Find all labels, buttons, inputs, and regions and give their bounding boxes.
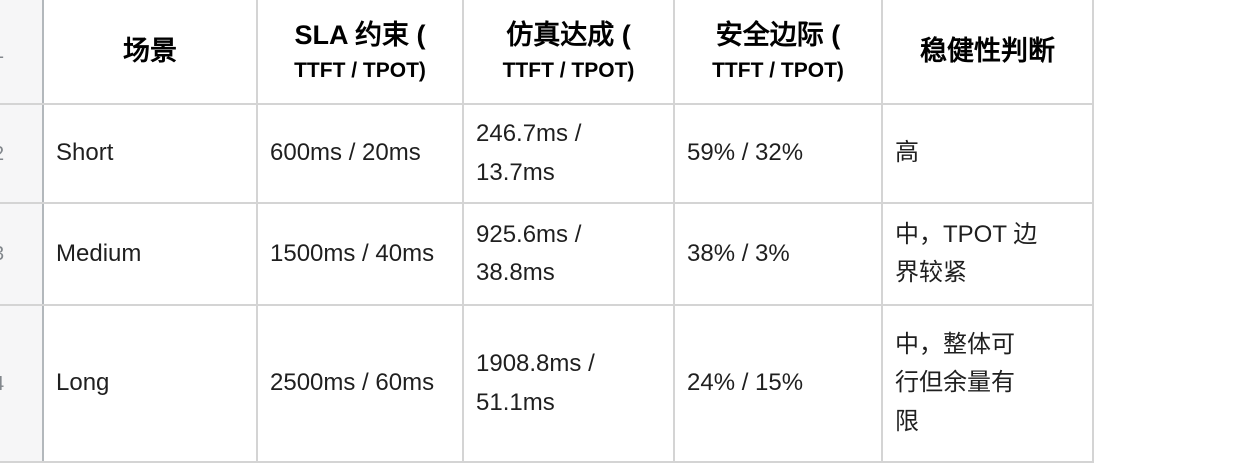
header-text: 安全边际 ( — [715, 20, 841, 51]
cell-line: Long — [56, 369, 110, 397]
cell-line: 925.6ms / — [476, 220, 582, 248]
header-text: 场景 — [123, 35, 177, 66]
row-number: 1 — [0, 42, 4, 62]
row-number-gutter[interactable]: 3 — [0, 202, 44, 306]
header-cell-safety-margin[interactable]: 安全边际 ( TTFT / TPOT) — [673, 0, 883, 105]
row-number-gutter[interactable]: 2 — [0, 103, 44, 204]
header-subtext: TTFT / TPOT) — [502, 59, 635, 83]
table-header-row: 1 场景 SLA 约束 ( TTFT / TPOT) 仿真达成 ( TTFT /… — [0, 0, 1094, 105]
gutter-cell: 1 — [0, 42, 41, 62]
cell-sla-constraint[interactable]: 1500ms / 40ms — [256, 202, 464, 306]
row-number: 3 — [0, 244, 4, 264]
cell-line: 246.7ms / — [476, 120, 582, 148]
cell-robustness[interactable]: 中，整体可 行但余量有 限 — [881, 304, 1094, 463]
cell-line: 59% / 32% — [687, 139, 804, 167]
cell-line: 中，TPOT 边 — [895, 220, 1038, 248]
row-number: 2 — [0, 144, 4, 164]
cell-line: 1500ms / 40ms — [270, 239, 435, 267]
gutter-cell: 3 — [0, 244, 41, 264]
header-subtext: TTFT / TPOT) — [294, 59, 426, 83]
cell-line: 2500ms / 60ms — [270, 369, 435, 397]
cell-line: 13.7ms — [476, 158, 555, 186]
cell-safety-margin[interactable]: 24% / 15% — [673, 304, 883, 463]
table-row-long: 4 Long 2500ms / 60ms 1908.8ms / 51.1ms 2… — [0, 304, 1094, 463]
cell-line: 38.8ms — [476, 259, 555, 286]
cell-line: Short — [56, 139, 114, 167]
header-cell-scenario[interactable]: 场景 — [42, 0, 258, 105]
cell-scenario[interactable]: Long — [42, 304, 258, 463]
header-cell-robustness[interactable]: 稳健性判断 — [881, 0, 1094, 105]
cell-robustness[interactable]: 高 — [881, 103, 1094, 204]
gutter-cell: 2 — [0, 144, 41, 164]
cell-sla-constraint[interactable]: 600ms / 20ms — [256, 103, 464, 204]
cell-line: 51.1ms — [476, 388, 555, 416]
header-cell-simulation-achieved[interactable]: 仿真达成 ( TTFT / TPOT) — [462, 0, 675, 105]
cell-line: 1908.8ms / — [476, 350, 595, 378]
cell-safety-margin[interactable]: 59% / 32% — [673, 103, 883, 204]
header-text: SLA 约束 ( — [294, 20, 426, 51]
cell-simulation-achieved[interactable]: 246.7ms / 13.7ms — [462, 103, 675, 204]
cell-scenario[interactable]: Medium — [42, 202, 258, 306]
cell-simulation-achieved[interactable]: 1908.8ms / 51.1ms — [462, 304, 675, 463]
cell-line: Medium — [56, 239, 142, 267]
cell-simulation-achieved[interactable]: 925.6ms / 38.8ms — [462, 202, 675, 306]
table-row-short: 2 Short 600ms / 20ms 246.7ms / 13.7ms 59… — [0, 103, 1094, 204]
header-cell-sla-constraint[interactable]: SLA 约束 ( TTFT / TPOT) — [256, 0, 464, 105]
row-number: 4 — [0, 374, 4, 394]
sla-results-table: 1 场景 SLA 约束 ( TTFT / TPOT) 仿真达成 ( TTFT /… — [0, 0, 1094, 463]
cell-line: 行但余量有 — [895, 369, 1015, 397]
cell-line: 24% / 15% — [687, 369, 804, 397]
header-text: 仿真达成 ( — [506, 20, 631, 51]
row-number-gutter[interactable]: 1 — [0, 0, 44, 105]
cell-line: 600ms / 20ms — [270, 139, 421, 167]
cell-line: 38% / 3% — [687, 239, 790, 267]
gutter-cell: 4 — [0, 374, 41, 394]
row-number-gutter[interactable]: 4 — [0, 304, 44, 463]
cell-robustness[interactable]: 中，TPOT 边 界较紧 — [881, 202, 1094, 306]
cell-scenario[interactable]: Short — [42, 103, 258, 204]
cell-line: 限 — [895, 407, 919, 435]
header-subtext: TTFT / TPOT) — [712, 59, 844, 83]
cell-line: 界较紧 — [895, 259, 967, 286]
cell-sla-constraint[interactable]: 2500ms / 60ms — [256, 304, 464, 463]
table-row-medium: 3 Medium 1500ms / 40ms 925.6ms / 38.8ms … — [0, 202, 1094, 306]
cell-line: 中，整体可 — [895, 330, 1015, 358]
cell-safety-margin[interactable]: 38% / 3% — [673, 202, 883, 306]
header-text: 稳健性判断 — [920, 35, 1055, 66]
cell-line: 高 — [895, 139, 919, 167]
